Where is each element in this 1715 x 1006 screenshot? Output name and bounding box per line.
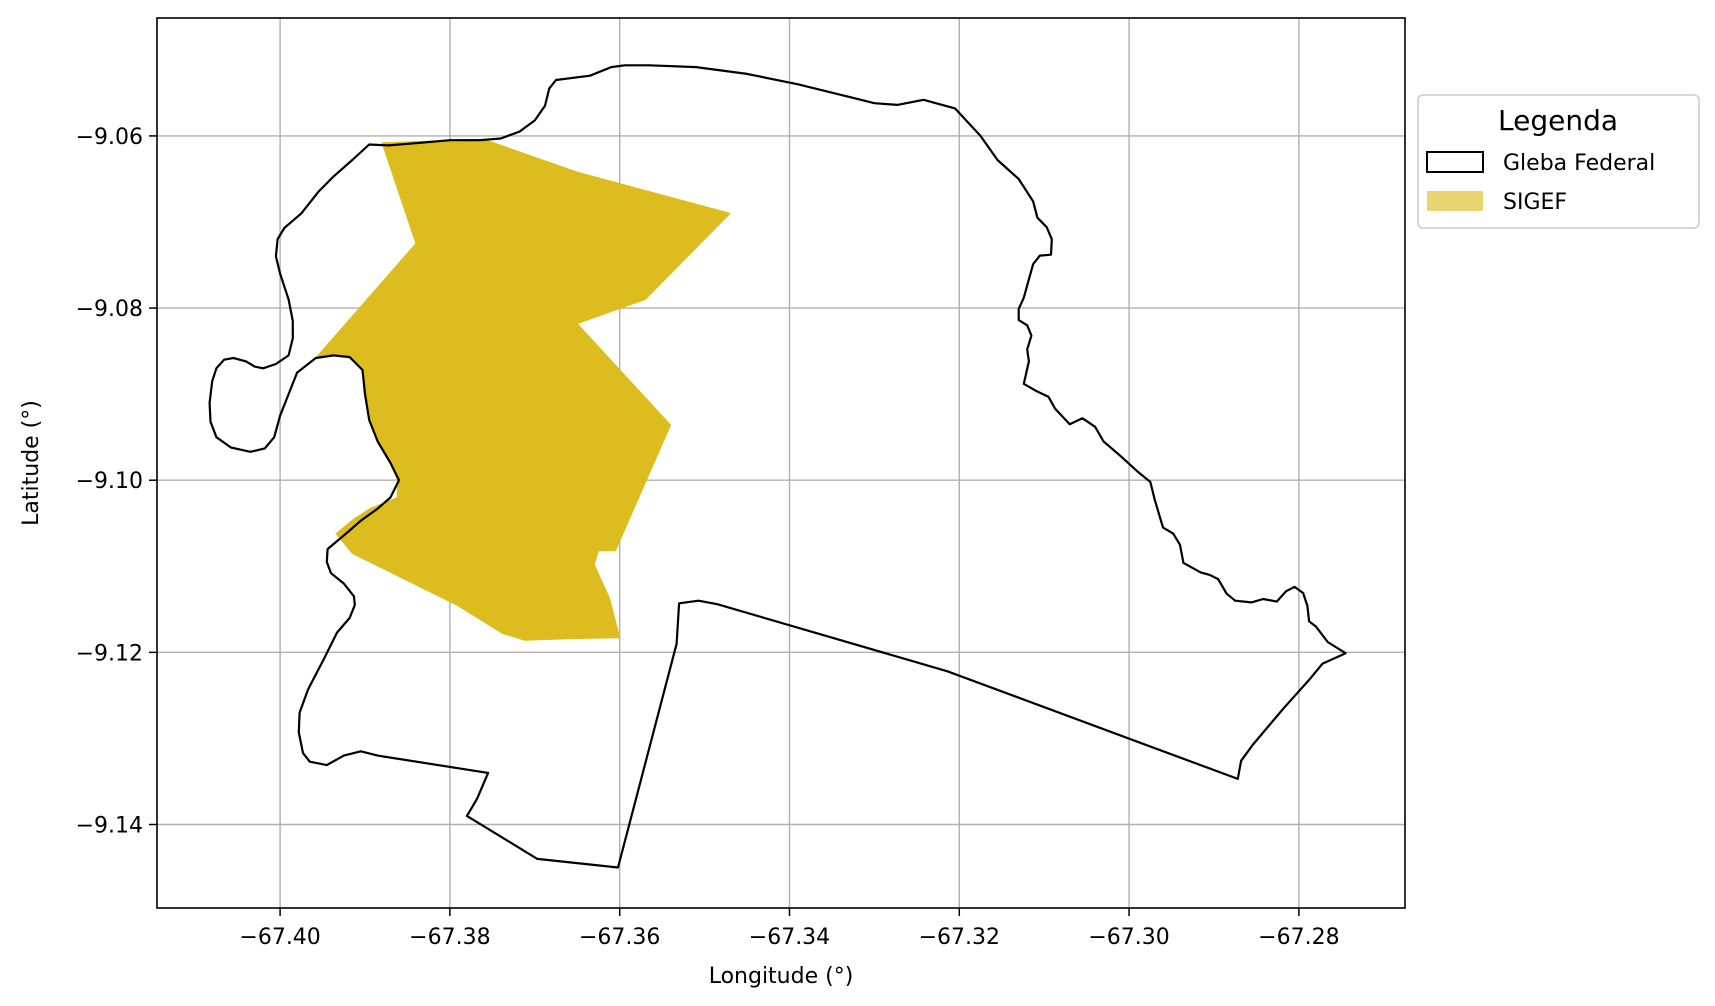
y-tick-label-3: −9.12 [76, 641, 143, 666]
y-tick-label-2: −9.10 [76, 469, 143, 494]
legend-box [1417, 94, 1700, 229]
legend-title: Legenda [1498, 104, 1618, 137]
legend-swatch-gleba-federal [1426, 151, 1484, 173]
x-tick-label-5: −67.30 [1088, 925, 1169, 950]
map-layers [208, 64, 1347, 869]
x-tick-label-1: −67.38 [409, 925, 490, 950]
y-axis-label: Latitude (°) [19, 400, 44, 526]
y-tick-label-1: −9.08 [76, 297, 143, 322]
y-tick-label-0: −9.06 [76, 125, 143, 150]
x-tick-label-4: −67.32 [919, 925, 1000, 950]
x-tick-label-0: −67.40 [239, 925, 320, 950]
x-tick-label-2: −67.36 [579, 925, 660, 950]
y-tick-label-4: −9.14 [76, 814, 143, 839]
legend-label-sigef: SIGEF [1503, 190, 1567, 215]
gleba-federal-polygon [208, 64, 1347, 869]
legend-swatch-sigef [1427, 191, 1483, 211]
axis-ticks: −67.40 −67.38 −67.36 −67.34 −67.32 −67.30 −67.… [76, 125, 1340, 950]
x-tick-label-3: −67.34 [749, 925, 830, 950]
legend: Legenda Gleba Federal SIGEF [1417, 94, 1700, 229]
legend-label-gleba-federal: Gleba Federal [1503, 151, 1655, 176]
axes-frame [156, 17, 1406, 909]
x-axis-label: Longitude (°) [709, 964, 854, 989]
x-tick-label-6: −67.28 [1258, 925, 1339, 950]
